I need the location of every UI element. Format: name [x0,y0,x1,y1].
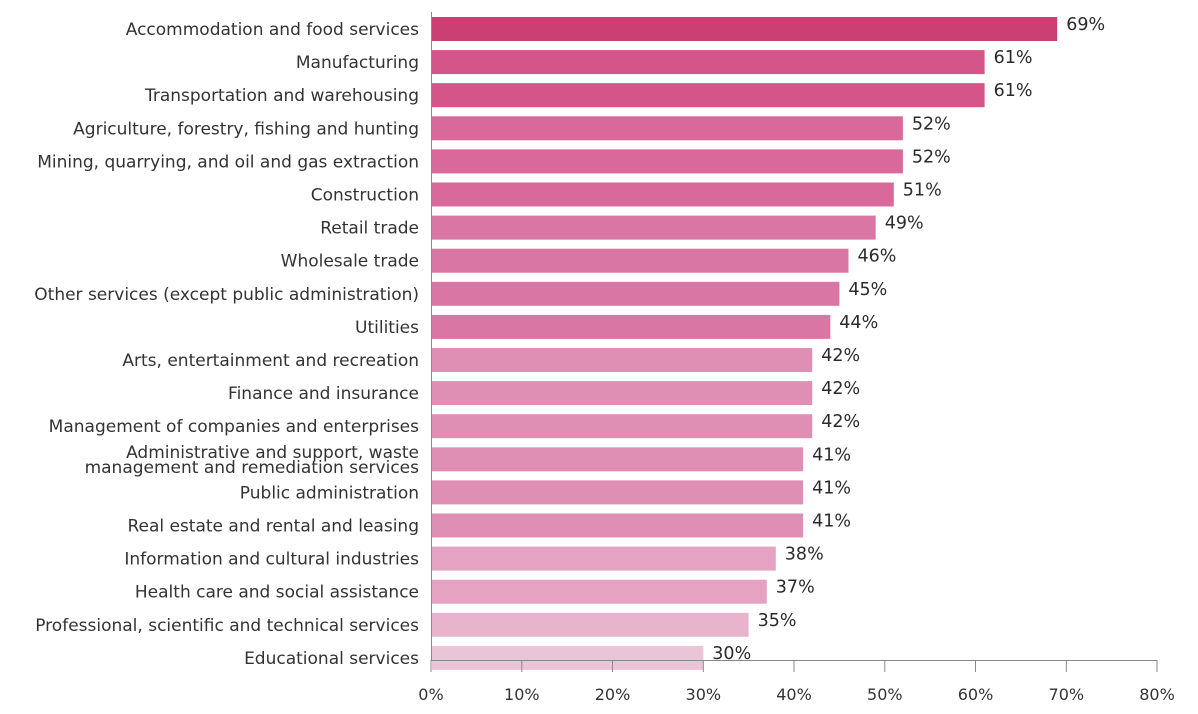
bar [432,314,831,339]
value-label: 41% [812,512,851,532]
category-label: Accommodation and food services [126,20,419,40]
axes: 0% 10% 20% 30% 40% 50% 60% 70% 80% [418,12,1175,704]
value-label: 49% [885,214,924,234]
value-label: 35% [758,611,797,631]
category-label: Agriculture, forestry, fishing and hunti… [73,119,419,139]
x-tick-label: 50% [867,685,903,704]
category-label: Finance and insurance [228,384,419,404]
value-label: 52% [912,114,951,134]
category-label: Administrative and support, waste [126,443,419,463]
category-label: Construction [311,186,419,206]
value-label: 30% [712,644,751,664]
category-label: Other services (except public administra… [34,285,419,305]
category-label: management and remediation services [85,458,420,478]
x-tick-label: 80% [1139,685,1175,704]
bar [432,116,903,141]
value-label: 41% [812,445,851,465]
value-label: 42% [821,346,860,366]
value-label: 46% [858,247,897,267]
category-label: Utilities [355,318,419,338]
value-label: 61% [994,48,1033,68]
bars-group [432,17,1058,670]
value-label: 45% [848,280,887,300]
bar [432,480,804,505]
x-tick-label: 30% [686,685,722,704]
bar [432,182,894,207]
value-label: 42% [821,412,860,432]
bar [432,215,876,240]
category-label: Arts, entertainment and recreation [122,351,419,371]
category-label: Mining, quarrying, and oil and gas extra… [37,152,419,172]
category-label: Management of companies and enterprises [49,417,419,437]
bar [432,447,804,472]
x-tick-label: 70% [1049,685,1085,704]
category-label: Wholesale trade [281,252,419,272]
value-label: 37% [776,578,815,598]
bar [432,414,813,439]
category-label: Retail trade [320,219,419,239]
category-label: Real estate and rental and leasing [127,517,419,537]
category-label: Educational services [244,649,419,669]
category-label: Professional, scientific and technical s… [35,616,419,636]
category-label: Public administration [240,483,419,503]
value-label: 44% [839,313,878,333]
bar [432,546,776,571]
value-label: 69% [1066,15,1105,35]
bar [432,348,813,372]
bar [432,612,749,637]
value-label: 52% [912,147,951,167]
bar [432,645,704,670]
x-tick-label: 40% [776,685,812,704]
x-tick-label: 60% [958,685,994,704]
bar [432,83,985,108]
category-label: Transportation and warehousing [144,86,419,106]
bar [432,50,985,75]
category-label: Health care and social assistance [135,583,419,603]
bar [432,381,813,406]
value-label: 38% [785,545,824,565]
x-tick-label: 20% [595,685,631,704]
bar [432,248,849,273]
bar [432,149,903,174]
bar [432,281,840,306]
x-tick-label: 0% [418,685,443,704]
category-label: Information and cultural industries [124,550,419,570]
bar [432,17,1058,41]
value-label: 61% [994,81,1033,101]
category-labels: Accommodation and food services Manufactu… [34,20,419,669]
bar [432,513,804,538]
x-tick-label: 10% [504,685,540,704]
value-label: 51% [903,181,942,201]
category-label: Manufacturing [296,53,419,73]
value-label: 41% [812,478,851,498]
bar [432,579,767,604]
value-labels: 69% 61% 61% 52% 52% 51% 49% 46% 45% 44% 42% 42% 42% 4… [712,15,1105,664]
value-label: 42% [821,379,860,399]
